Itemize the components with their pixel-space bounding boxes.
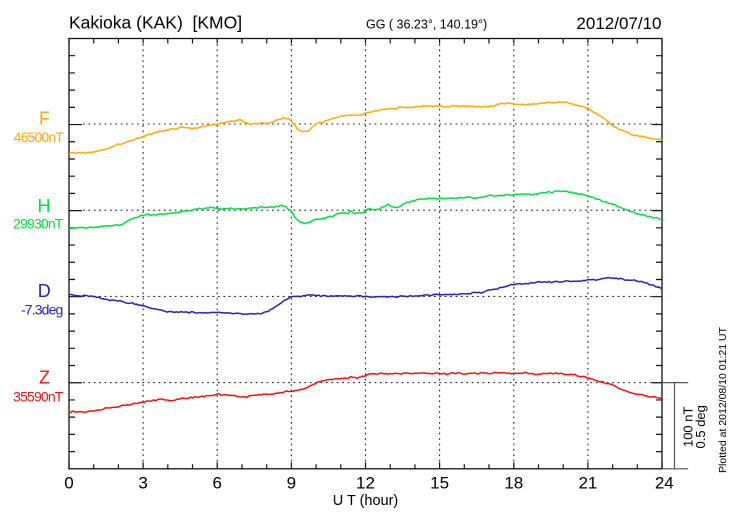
svg-text:Kakioka (KAK) [KMO]: Kakioka (KAK) [KMO]	[69, 13, 242, 33]
svg-text:6: 6	[212, 474, 221, 493]
svg-text:100 nT: 100 nT	[681, 407, 696, 448]
svg-text:0.5 deg: 0.5 deg	[693, 405, 708, 448]
svg-text:H: H	[38, 196, 51, 216]
svg-text:24: 24	[655, 474, 674, 493]
svg-text:46500nT: 46500nT	[14, 129, 65, 145]
svg-text:21: 21	[578, 474, 597, 493]
svg-text:29930nT: 29930nT	[13, 215, 64, 231]
svg-text:D: D	[38, 281, 51, 301]
svg-text:15: 15	[430, 474, 449, 493]
svg-text:F: F	[39, 108, 50, 128]
svg-text:GG ( 36.23°, 140.19°): GG ( 36.23°, 140.19°)	[366, 18, 487, 32]
svg-text:0: 0	[64, 474, 73, 493]
svg-text:Plotted at 2012/08/10 01:21 UT: Plotted at 2012/08/10 01:21 UT	[717, 326, 729, 473]
svg-text:12: 12	[356, 474, 375, 493]
svg-text:Z: Z	[39, 368, 50, 388]
svg-text:-7.3deg: -7.3deg	[21, 301, 63, 317]
svg-text:18: 18	[504, 474, 523, 493]
svg-text:35590nT: 35590nT	[13, 388, 64, 404]
svg-text:3: 3	[138, 474, 147, 493]
svg-text:U T (hour): U T (hour)	[333, 493, 399, 509]
svg-text:9: 9	[287, 474, 296, 493]
svg-text:2012/07/10: 2012/07/10	[576, 14, 661, 33]
